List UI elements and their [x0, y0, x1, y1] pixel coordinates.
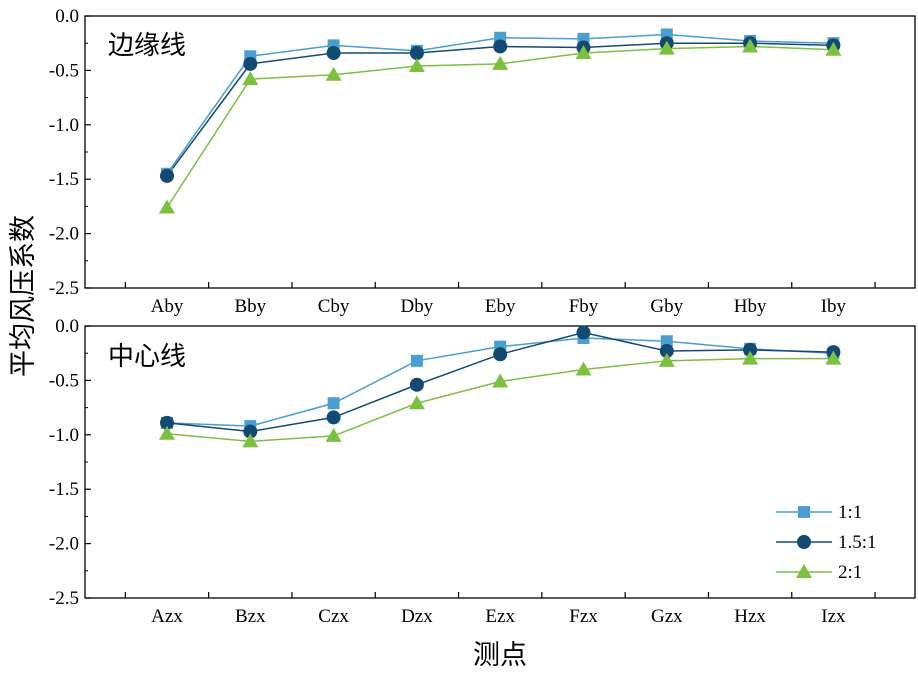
data-point [576, 325, 591, 340]
data-point [742, 350, 759, 365]
y-tick-label: -1.0 [49, 425, 79, 446]
y-tick-label: -1.0 [49, 115, 79, 136]
panel-title: 中心线 [108, 342, 186, 372]
data-point [660, 335, 673, 348]
x-tick-label: Cby [318, 296, 350, 317]
x-tick-label: Iby [821, 296, 847, 317]
plot-frame [84, 325, 916, 599]
x-tick-label: Aby [151, 296, 184, 317]
data-point [825, 350, 842, 365]
data-point [659, 344, 674, 359]
x-tick-label: Ezx [485, 606, 515, 627]
top-panel: 0.0 -0.5 -1.0 -1.5 -2.0 -2.5 Aby Bby Cby Dby Eby Fb… [49, 6, 916, 317]
y-tick-label: -2.0 [49, 224, 79, 245]
x-axis-title: 测点 [473, 640, 527, 671]
legend-label: 1.5:1 [838, 532, 877, 553]
data-point [825, 41, 842, 56]
legend: 1:1 1.5:1 2:1 [776, 502, 877, 583]
data-point [658, 40, 675, 55]
data-point [244, 50, 257, 63]
data-point [243, 424, 258, 439]
y-axis-title: 平均风压系数 [8, 215, 39, 377]
y-tick-label: -2.0 [49, 534, 79, 555]
data-point [242, 71, 259, 86]
data-point [242, 433, 259, 448]
series-line [166, 33, 834, 175]
data-point [159, 425, 175, 440]
x-tick-label: Gby [650, 296, 683, 317]
y-tick-label: 0.0 [55, 6, 79, 27]
x-tick-label: Bby [234, 296, 266, 317]
data-point [160, 168, 174, 183]
x-tick-label: Dby [401, 296, 434, 317]
x-tick-label: Izx [821, 606, 846, 627]
y-tick-label: -2.5 [49, 588, 79, 609]
x-tick-label: Fby [569, 296, 599, 317]
legend-marker [797, 535, 811, 549]
legend-label: 2:1 [838, 562, 862, 583]
legend-marker [796, 564, 812, 578]
bottom-panel: 0.0 -0.5 -1.0 -1.5 -2.0 -2.5 Azx Bzx Czx Dzx Ezx Fz… [49, 316, 916, 627]
panel-title: 边缘线 [108, 31, 186, 61]
data-point [493, 39, 508, 54]
data-point [743, 342, 758, 357]
data-point [325, 66, 342, 81]
data-point [492, 55, 509, 70]
data-point [410, 354, 423, 367]
y-tick-label: -2.5 [49, 278, 79, 299]
data-point [243, 56, 258, 71]
x-tick-label: Czx [318, 606, 349, 627]
data-point [493, 347, 508, 362]
x-tick-label: Eby [485, 296, 516, 317]
data-point [160, 415, 174, 430]
data-point [409, 45, 424, 60]
legend-marker [798, 506, 810, 518]
x-tick-label: Gzx [651, 606, 683, 627]
data-point [575, 361, 592, 376]
legend-label: 1:1 [838, 502, 862, 523]
x-tick-label: Azx [151, 606, 183, 627]
y-tick-label: 0.0 [55, 316, 79, 337]
data-point [492, 373, 509, 388]
x-tick-label: Dzx [401, 606, 433, 627]
data-point [408, 395, 425, 410]
x-tick-label: Hzx [734, 606, 766, 627]
data-point [408, 58, 425, 73]
data-point [326, 410, 341, 425]
data-point [327, 397, 340, 410]
series-line [166, 45, 834, 208]
x-tick-label: Hby [734, 296, 767, 317]
y-tick-label: -0.5 [49, 370, 79, 391]
data-point [409, 377, 424, 392]
data-point [575, 44, 592, 59]
y-tick-label: -1.5 [49, 479, 79, 500]
x-tick-label: Bzx [235, 606, 266, 627]
data-point [658, 352, 675, 367]
y-tick-label: -1.5 [49, 169, 79, 190]
data-point [326, 45, 341, 60]
data-point [742, 38, 759, 53]
data-point [325, 427, 342, 442]
data-point [159, 199, 175, 214]
x-tick-label: Fzx [569, 606, 598, 627]
y-tick-label: -0.5 [49, 60, 79, 81]
